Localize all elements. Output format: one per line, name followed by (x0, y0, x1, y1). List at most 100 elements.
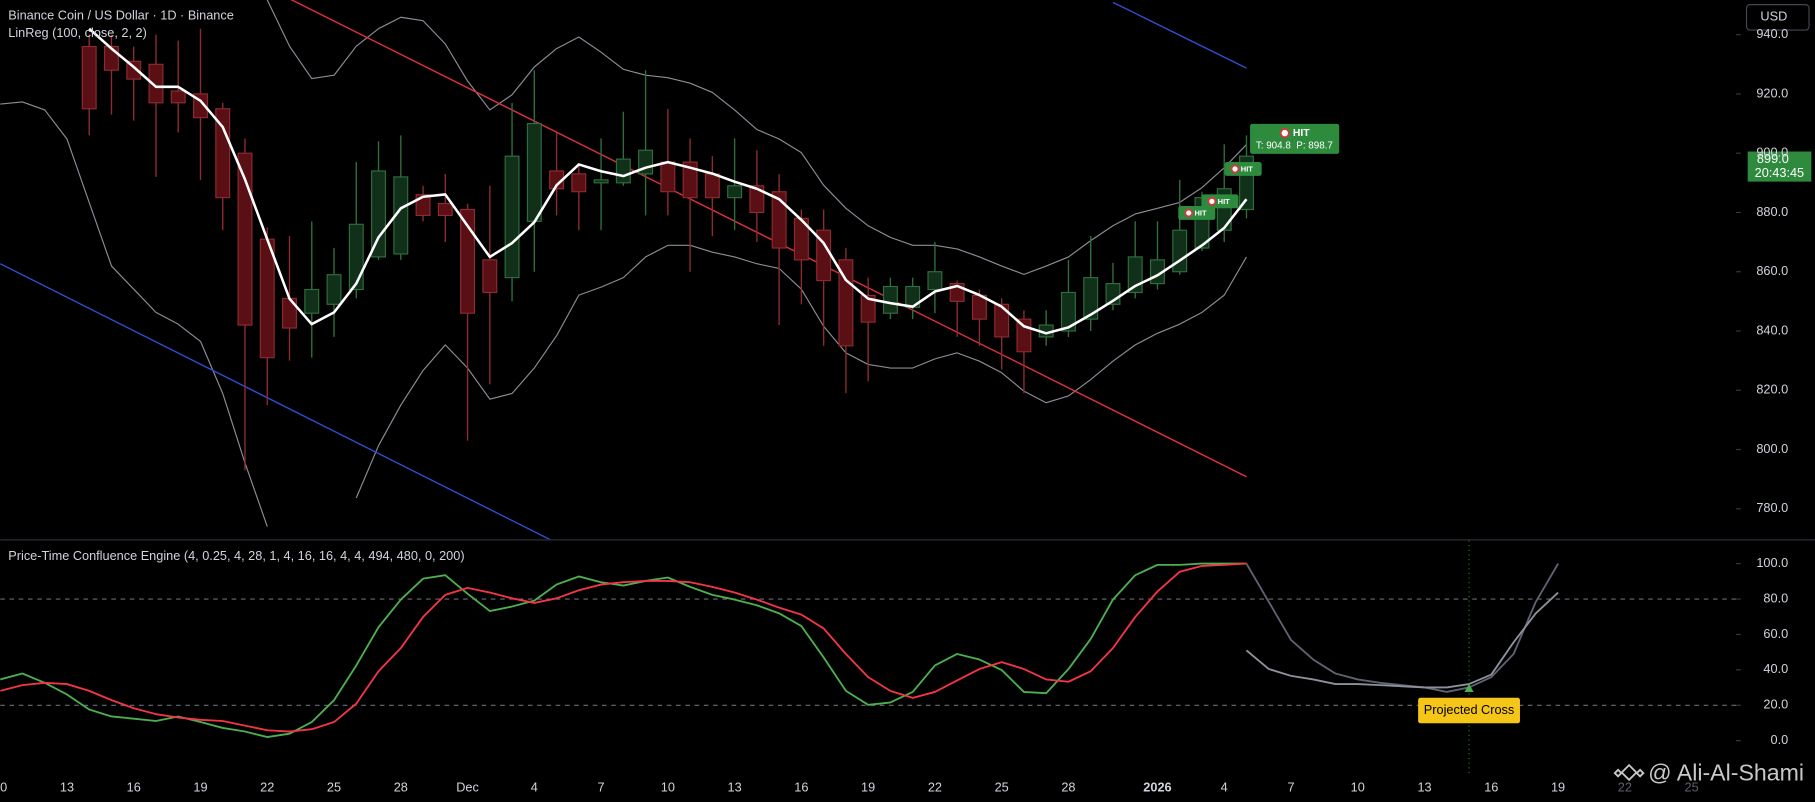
candle-body (81, 45, 97, 110)
price-pane (0, 0, 1254, 540)
oscillator-line (0, 562, 1247, 739)
band-line (266, 0, 1247, 275)
candle-body (593, 179, 609, 184)
oscillator-line (0, 562, 1247, 733)
candle-body (1060, 291, 1076, 332)
hit-icon (1279, 128, 1290, 139)
candle-body (771, 191, 787, 249)
indicator-label: LinReg (100, close, 2, 2) (8, 25, 147, 40)
candle-body (482, 259, 498, 294)
candle-body (304, 288, 320, 314)
currency[interactable]: USD (1760, 9, 1787, 24)
last-price: 899.0 (1757, 151, 1789, 166)
candle-body (682, 161, 698, 199)
y-tick-label: 40.0 (1763, 661, 1788, 676)
candle-body (504, 155, 520, 279)
chart-title: Binance Coin / US Dollar · 1D · Binance (8, 8, 234, 23)
band-line (0, 101, 268, 527)
candle-body (437, 202, 453, 217)
watermark: @ Ali-Al-Shami (1648, 759, 1804, 785)
watermark-icon (1613, 763, 1645, 782)
candle-body (460, 208, 476, 314)
x-tick-label: 4 (531, 779, 538, 794)
x-tick-label: 10 (1351, 779, 1365, 794)
countdown: 20:43:45 (1755, 165, 1805, 180)
x-tick-label: 16 (794, 779, 808, 794)
x-tick-label: 25 (995, 779, 1009, 794)
candle-body (704, 173, 720, 199)
y-tick-label: 60.0 (1763, 626, 1788, 641)
y-tick-label: 920.0 (1756, 85, 1788, 100)
x-tick-label: 19 (1551, 779, 1565, 794)
trend-line (1112, 1, 1247, 69)
x-tick-label: 16 (127, 779, 141, 794)
x-tick-label: 2026 (1143, 779, 1171, 794)
candle-body (526, 122, 542, 222)
candle-body (727, 185, 743, 199)
plots (0, 0, 1737, 774)
last-price-box (1747, 151, 1812, 182)
x-tick-label: 4 (1221, 779, 1228, 794)
hit-icon (1184, 208, 1194, 218)
y-tick-label: 100.0 (1756, 555, 1788, 570)
x-tick-label: 0 (0, 779, 7, 794)
y-tick-label: 20.0 (1763, 697, 1788, 712)
candle-body (1083, 277, 1099, 320)
hit-label: HIT (1195, 209, 1208, 218)
cross-marker (1464, 683, 1474, 693)
oscillator-line (1245, 591, 1559, 689)
candle-body (1172, 229, 1188, 273)
candle-body (571, 173, 587, 193)
x-tick-label: 10 (661, 779, 675, 794)
x-tick-label: 22 (260, 779, 274, 794)
currency-box[interactable] (1745, 4, 1810, 31)
x-tick-label: 28 (1061, 779, 1075, 794)
candle-body (148, 63, 164, 104)
candle-body (326, 274, 342, 305)
candle-body (994, 303, 1010, 338)
x-tick-label: Dec (456, 779, 479, 794)
hit-label: HIT (1241, 165, 1254, 174)
candle-body (615, 158, 631, 184)
hit-detail: T: 904.8 P: 898.7 (1256, 140, 1333, 151)
x-tick-label: 7 (598, 779, 605, 794)
y-tick-label: 800.0 (1756, 441, 1788, 456)
candle-body (259, 238, 275, 359)
candle-body (348, 223, 364, 291)
candle-body (237, 152, 253, 326)
candle-body (927, 271, 943, 291)
y-tick-label: 780.0 (1756, 500, 1788, 515)
x-tick-label: 7 (1287, 779, 1294, 794)
y-tick-label: 0.0 (1771, 732, 1789, 747)
x-tick-label: 28 (394, 779, 408, 794)
y-tick-label: 80.0 (1763, 590, 1788, 605)
candle-body (860, 294, 876, 323)
candle-body (882, 285, 898, 314)
hit-box (1250, 123, 1340, 154)
hit-icon (1207, 197, 1217, 206)
candle-body (660, 161, 676, 193)
hit-label: HIT (1218, 197, 1231, 206)
x-tick-label: 25 (327, 779, 341, 794)
y-tick-label: 880.0 (1756, 204, 1788, 219)
annotation-box (1418, 697, 1520, 724)
oscillator-line (1245, 563, 1559, 693)
hit-label: HIT (1293, 128, 1310, 139)
y-tick-label: 820.0 (1756, 382, 1788, 397)
x-tick-label: 13 (60, 779, 74, 794)
x-tick-label: 13 (728, 779, 742, 794)
y-tick-label: 860.0 (1756, 263, 1788, 278)
candle-body (371, 170, 387, 258)
x-tick-label: 13 (1417, 779, 1431, 794)
candle-body (215, 108, 231, 199)
oscillator-title: Price-Time Confluence Engine (4, 0.25, 4… (8, 548, 464, 563)
candle-body (1016, 318, 1032, 353)
x-tick-label: 22 (928, 779, 942, 794)
candle-body (170, 90, 186, 104)
trend-line (290, 0, 1247, 478)
x-tick-label: 19 (193, 779, 207, 794)
